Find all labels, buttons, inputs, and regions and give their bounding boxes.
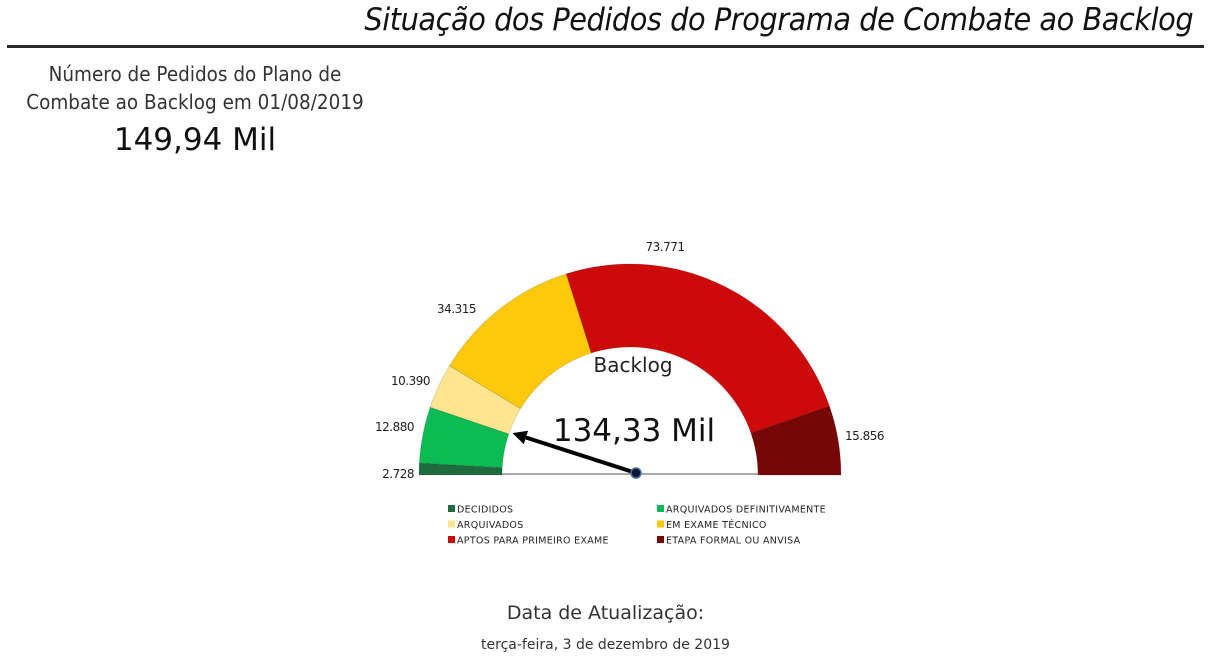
gauge-title: Backlog <box>593 353 672 377</box>
legend-label: EM EXAME TÉCNICO <box>666 519 767 531</box>
gauge-segment-5[interactable] <box>750 405 842 476</box>
needle-pivot <box>630 467 642 479</box>
legend-label: DECIDIDOS <box>457 505 513 516</box>
data-label: 15.856 <box>845 429 884 443</box>
gauge-center-value: 134,33 Mil <box>553 413 715 449</box>
gauge-segment-4[interactable] <box>565 263 831 434</box>
update-date: terça-feira, 3 de dezembro de 2019 <box>481 637 730 653</box>
legend-item[interactable]: DECIDIDOS <box>448 505 513 516</box>
legend-label: ARQUIVADOS DEFINITIVAMENTE <box>666 505 826 516</box>
needle-arrowhead <box>512 430 529 445</box>
legend-label: ARQUIVADOS <box>457 520 524 531</box>
data-label: 73.771 <box>646 240 685 254</box>
title-divider <box>7 45 1204 48</box>
legend-swatch <box>657 505 664 512</box>
data-label: 10.390 <box>391 374 430 388</box>
legend-swatch <box>448 536 455 543</box>
legend-item[interactable]: EM EXAME TÉCNICO <box>657 519 767 531</box>
update-label: Data de Atualização: <box>506 602 705 624</box>
data-label: 34.315 <box>437 302 476 316</box>
legend-item[interactable]: ETAPA FORMAL OU ANVISA <box>657 536 801 547</box>
legend-label: APTOS PARA PRIMEIRO EXAME <box>457 536 609 547</box>
gauge-segment-3[interactable] <box>448 273 592 410</box>
kpi-value: 149,94 Mil <box>113 122 277 158</box>
legend-swatch <box>448 520 455 528</box>
legend-item[interactable]: ARQUIVADOS DEFINITIVAMENTE <box>657 505 826 516</box>
legend-swatch <box>657 536 664 543</box>
legend-item[interactable]: ARQUIVADOS <box>448 520 524 531</box>
data-label: 2.728 <box>382 467 414 481</box>
legend-label: ETAPA FORMAL OU ANVISA <box>666 536 801 547</box>
data-label: 12.880 <box>375 420 414 434</box>
legend-swatch <box>448 505 455 512</box>
gauge-needle <box>525 435 637 475</box>
legend-item[interactable]: APTOS PARA PRIMEIRO EXAME <box>448 536 609 547</box>
page-title: Situação dos Pedidos do Programa de Comb… <box>364 2 1193 38</box>
legend-swatch <box>657 520 664 528</box>
kpi-label: Número de Pedidos do Plano de Combate ao… <box>26 62 364 114</box>
